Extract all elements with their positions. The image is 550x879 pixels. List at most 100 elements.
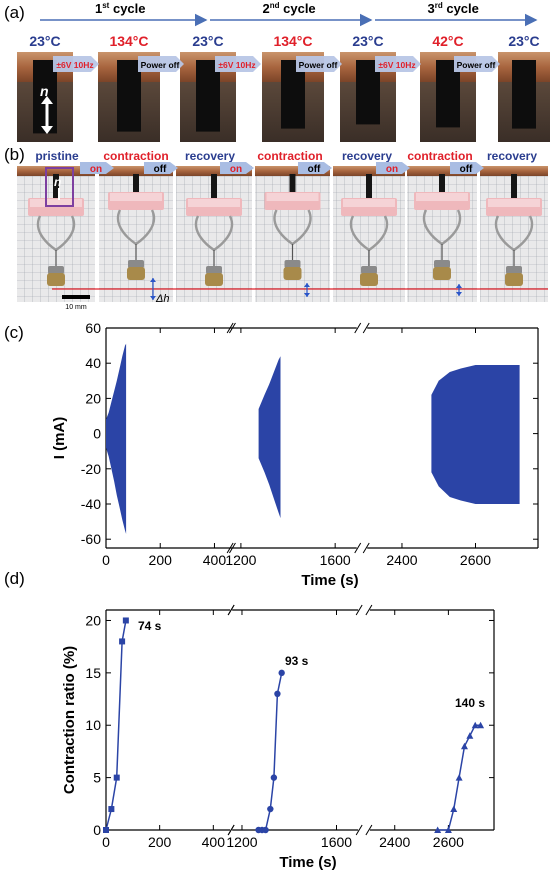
- panel-a: (a) 1st cycle 2nd cycle 3rd cycle 23°C 134°…: [4, 1, 550, 142]
- temperature-label: 23°C: [508, 33, 539, 49]
- switch-shape: [144, 162, 178, 174]
- clip-photo: [480, 166, 548, 302]
- data-point-circle: [274, 690, 281, 698]
- transition-label: ±6V 10Hz: [56, 60, 93, 70]
- temperature-label: 23°C: [352, 33, 383, 49]
- data-point-triangle: [455, 774, 463, 781]
- copper-bar: [480, 166, 548, 176]
- n-arrow-head-up: [41, 96, 53, 104]
- y-tick-label: -20: [81, 461, 101, 477]
- switch-shape: [220, 162, 254, 174]
- panel-b: (b) pristine contraction recovery contracti…: [4, 145, 548, 311]
- transition-label: Power off: [141, 60, 180, 70]
- switch-shape: [80, 162, 114, 174]
- axis-break-mark: [365, 824, 373, 836]
- fiber: [366, 174, 372, 200]
- binder-clip-shine: [488, 199, 540, 207]
- binder-clip-shine: [110, 193, 162, 201]
- switch-shape: [450, 162, 484, 174]
- temperature-label: 42°C: [432, 33, 463, 49]
- weight-body: [205, 273, 223, 286]
- copper-bar: [99, 166, 173, 176]
- weight-cap: [48, 266, 64, 274]
- axis-break-mark: [355, 824, 363, 836]
- data-point-triangle: [477, 721, 485, 729]
- y-axis-title: Contraction ratio (%): [61, 646, 78, 794]
- state-label: recovery: [487, 149, 537, 163]
- duration-annotation: 74 s: [138, 619, 162, 633]
- temperature-label: 134°C: [109, 33, 148, 49]
- transition-label: Power off: [299, 60, 338, 70]
- switch-label: off: [460, 164, 473, 175]
- data-point-triangle: [460, 742, 468, 750]
- clip-photo: [17, 166, 95, 302]
- x-tick-label: 1600: [321, 834, 352, 850]
- clip-photo: [255, 166, 330, 302]
- x-tick-label: 200: [149, 552, 173, 568]
- x-tick-label: 2400: [386, 552, 417, 568]
- cycle-headers: 1st cycle 2nd cycle 3rd cycle: [40, 1, 538, 27]
- panel-d-label: (d): [4, 569, 25, 588]
- transition-arrow: ±6V 10Hz: [375, 56, 421, 72]
- transition-arrow: ±6V 10Hz: [215, 56, 261, 72]
- axis-break-mark: [227, 604, 235, 616]
- data-point-circle: [270, 774, 278, 781]
- duration-annotation: 93 s: [285, 654, 309, 668]
- state-label: recovery: [185, 149, 235, 163]
- weight-body: [47, 273, 65, 286]
- fiber-sample: [117, 60, 141, 132]
- fiber: [439, 174, 445, 194]
- axis-break-mark: [226, 322, 234, 334]
- y-tick-label: -40: [81, 496, 101, 512]
- data-point-circle: [262, 826, 269, 834]
- transition-arrow: Power off: [454, 56, 500, 72]
- x-axis-title: Time (s): [279, 854, 336, 871]
- switch-label: off: [308, 164, 321, 175]
- duration-annotation: 140 s: [455, 696, 485, 710]
- copper-bar: [176, 166, 252, 176]
- data-point-triangle: [434, 826, 442, 833]
- switch-arrow: on: [376, 162, 410, 175]
- weight-cap: [361, 266, 377, 274]
- fiber: [211, 174, 217, 200]
- weight-body: [360, 273, 378, 286]
- state-label: pristine: [35, 149, 79, 163]
- clip-photo: [407, 166, 477, 302]
- axis-break-mark: [227, 824, 235, 836]
- data-point-square: [119, 638, 126, 645]
- weight-body: [433, 267, 451, 280]
- current-envelope: [258, 356, 281, 519]
- cycle-label: 3rd cycle: [428, 1, 479, 16]
- clip-photo: [333, 166, 405, 302]
- x-tick-label: 2600: [433, 834, 464, 850]
- cycle-label: 2nd cycle: [263, 1, 316, 16]
- fiber: [53, 174, 59, 200]
- clip-photo: [99, 166, 173, 302]
- axis-break-mark: [355, 604, 363, 616]
- photo-strip-a: ±6V 10Hz Power off ±6V 10Hz Power off ±6V 10…: [17, 52, 550, 142]
- copper-bar: [255, 166, 330, 176]
- temperature-labels: 23°C 134°C 23°C 134°C 23°C 42°C 23°C: [29, 33, 539, 49]
- transition-arrow: ±6V 10Hz: [53, 56, 99, 72]
- y-tick-label: 15: [85, 665, 101, 681]
- delta-arrow-up: [456, 284, 462, 288]
- x-tick-label: 200: [148, 834, 172, 850]
- panel-c-label: (c): [4, 323, 24, 342]
- delta-arrow-down: [304, 293, 310, 297]
- transition-shape: [375, 56, 421, 72]
- x-tick-label: 0: [102, 834, 110, 850]
- copper-bar: [17, 166, 95, 176]
- switch-label: on: [90, 164, 102, 175]
- axis-break-mark: [362, 322, 370, 334]
- data-point-square: [113, 774, 120, 781]
- y-tick-label: 20: [85, 612, 101, 628]
- y-tick-label: 20: [85, 390, 101, 406]
- y-tick-label: 0: [93, 822, 101, 838]
- transition-label: Power off: [457, 60, 496, 70]
- y-tick-label: -60: [81, 531, 101, 547]
- x-tick-label: 1600: [320, 552, 351, 568]
- state-labels: pristine contraction recovery contraction re…: [35, 149, 537, 163]
- data-point-triangle: [466, 732, 474, 739]
- weight-body: [283, 267, 302, 280]
